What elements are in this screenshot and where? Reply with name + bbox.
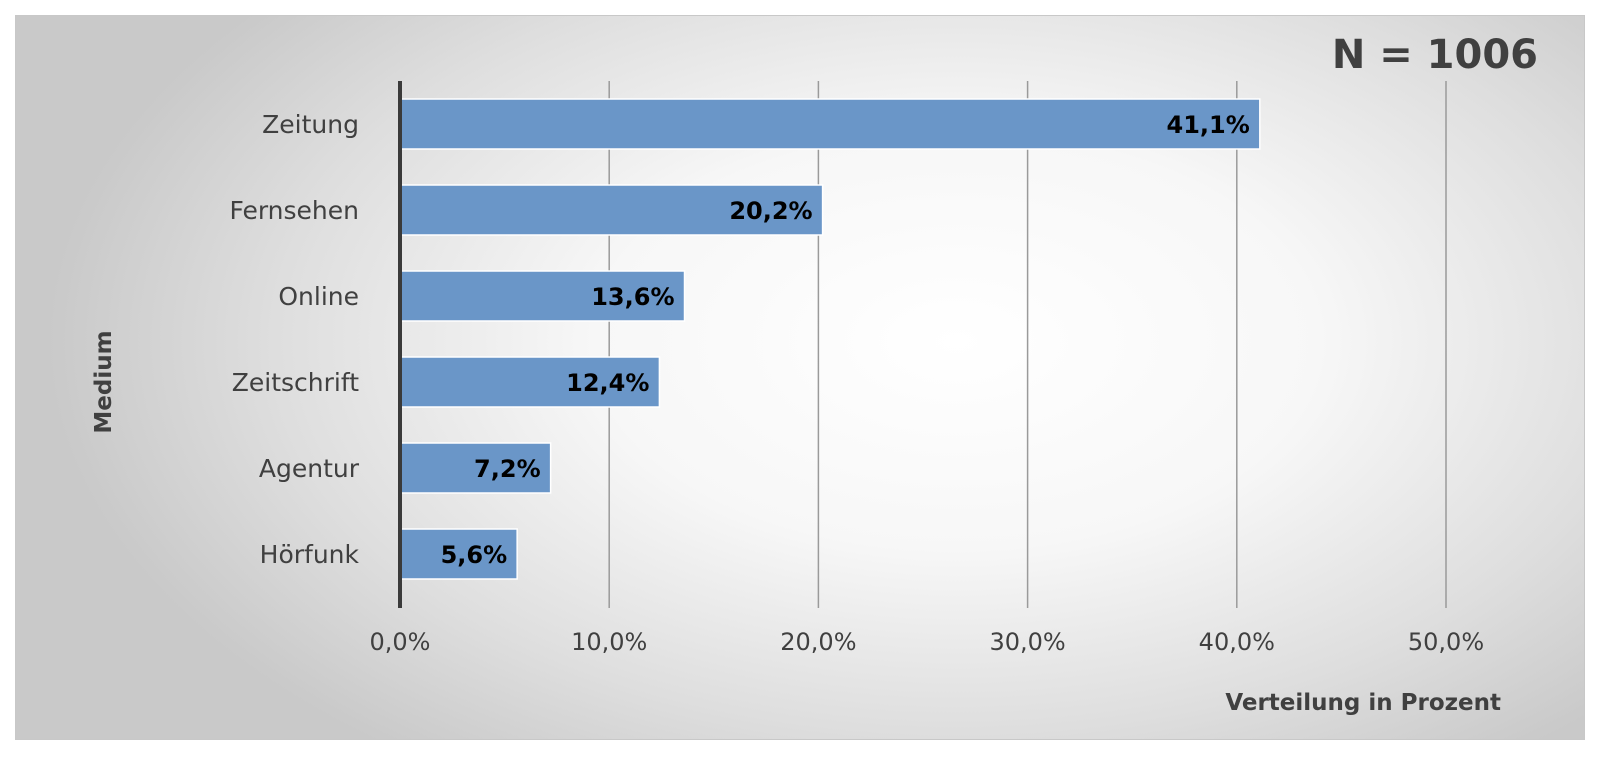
- x-tick-label: 20,0%: [780, 628, 856, 656]
- data-label: 41,1%: [1167, 111, 1250, 139]
- bar: [399, 356, 661, 408]
- category-label: Fernsehen: [229, 196, 359, 225]
- data-label: 12,4%: [566, 369, 649, 397]
- x-tick-label: 0,0%: [370, 628, 431, 656]
- category-label: Agentur: [259, 454, 360, 483]
- bar-chart: 0,0% 10,0% 20,0% 30,0% 40,0% 50,0% Zeitung Fer…: [91, 32, 1538, 716]
- bar: [399, 442, 552, 494]
- sample-size-annotation: N = 1006: [1332, 32, 1538, 78]
- category-label: Zeitschrift: [232, 368, 359, 397]
- category-labels: Zeitung Fernsehen Online Zeitschrift Agentur…: [229, 110, 359, 569]
- x-tick-label: 30,0%: [989, 628, 1065, 656]
- category-label: Zeitung: [262, 110, 359, 139]
- data-label: 5,6%: [441, 541, 508, 569]
- category-label: Online: [278, 282, 359, 311]
- category-label: Hörfunk: [260, 540, 360, 569]
- x-tick-label: 40,0%: [1199, 628, 1275, 656]
- x-axis-title: Verteilung in Prozent: [1225, 690, 1501, 716]
- x-tick-label: 10,0%: [571, 628, 647, 656]
- data-labels: 41,1% 20,2% 13,6% 12,4% 7,2% 5,6%: [441, 111, 1250, 569]
- x-tick-labels: 0,0% 10,0% 20,0% 30,0% 40,0% 50,0%: [370, 628, 1485, 656]
- x-tick-label: 50,0%: [1408, 628, 1484, 656]
- data-label: 20,2%: [729, 197, 812, 225]
- data-label: 13,6%: [591, 283, 674, 311]
- bars: [399, 98, 1261, 580]
- bar: [399, 528, 518, 580]
- data-label: 7,2%: [474, 455, 541, 483]
- bar: [399, 98, 1261, 150]
- y-axis-title: Medium: [91, 330, 117, 433]
- chart-frame: 0,0% 10,0% 20,0% 30,0% 40,0% 50,0% Zeitung Fer…: [15, 15, 1585, 740]
- gridlines: [608, 81, 1447, 608]
- bar: [399, 184, 824, 236]
